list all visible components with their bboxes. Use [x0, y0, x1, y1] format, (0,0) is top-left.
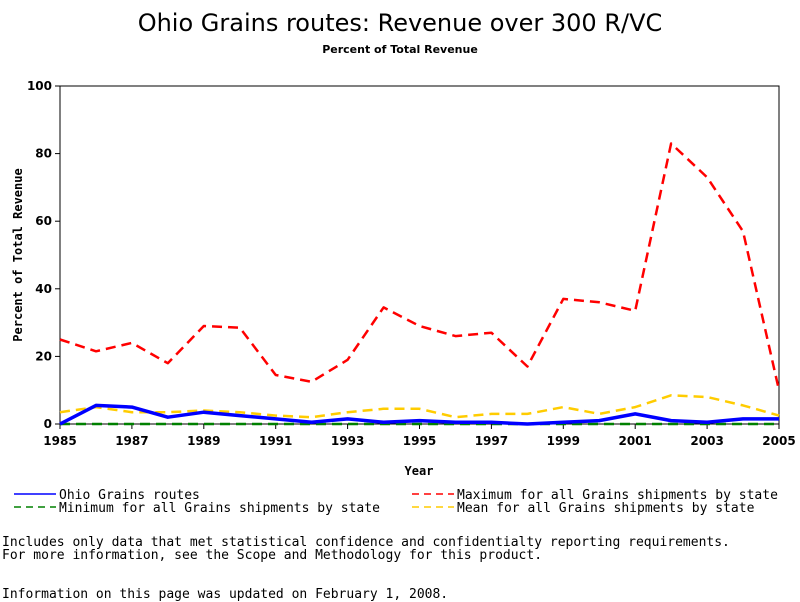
legend-label: Maximum for all Grains shipments by stat… [457, 488, 778, 503]
x-tick-label: 2003 [690, 434, 723, 448]
series-line-2 [59, 142, 781, 391]
plot-frame [59, 85, 780, 425]
chart-title: Ohio Grains routes: Revenue over 300 R/V… [138, 9, 663, 37]
y-tick-label: 80 [35, 147, 52, 161]
note-methodology: For more information, see the Scope and … [2, 548, 543, 563]
note-updated: Information on this page was updated on … [2, 587, 449, 602]
y-axis: 0 20 40 60 80 100 [27, 79, 60, 431]
y-tick-label: 40 [35, 282, 52, 296]
legend-label: Minimum for all Grains shipments by stat… [59, 501, 380, 516]
x-tick-label: 1989 [187, 434, 220, 448]
x-tick-label: 2001 [618, 434, 651, 448]
x-axis-label: Year [405, 464, 434, 478]
legend: Ohio Grains routes Maximum for all Grains… [14, 488, 778, 516]
x-tick-label: 2005 [762, 434, 795, 448]
x-tick-label: 1993 [331, 434, 364, 448]
y-axis-label: Percent of Total Revenue [11, 168, 25, 341]
series-line-1 [59, 403, 779, 426]
x-tick-label: 1999 [547, 434, 580, 448]
y-tick-label: 100 [27, 79, 52, 93]
legend-label: Mean for all Grains shipments by state [457, 501, 755, 516]
x-axis: 1985 1987 1989 1991 1993 1995 1997 1999 2001 2003… [43, 424, 796, 448]
x-tick-label: 1987 [115, 434, 148, 448]
legend-label: Ohio Grains routes [59, 488, 200, 503]
series-line-4 [59, 394, 780, 419]
x-tick-label: 1997 [475, 434, 508, 448]
series-lines [59, 142, 781, 426]
note-confidentiality: Includes only data that met statistical … [2, 535, 730, 550]
x-tick-label: 1991 [259, 434, 292, 448]
y-tick-label: 0 [44, 417, 52, 431]
x-tick-label: 1995 [403, 434, 436, 448]
y-tick-label: 60 [35, 214, 52, 228]
y-tick-label: 20 [35, 349, 52, 363]
chart-subtitle: Percent of Total Revenue [322, 43, 478, 56]
x-tick-label: 1985 [43, 434, 76, 448]
